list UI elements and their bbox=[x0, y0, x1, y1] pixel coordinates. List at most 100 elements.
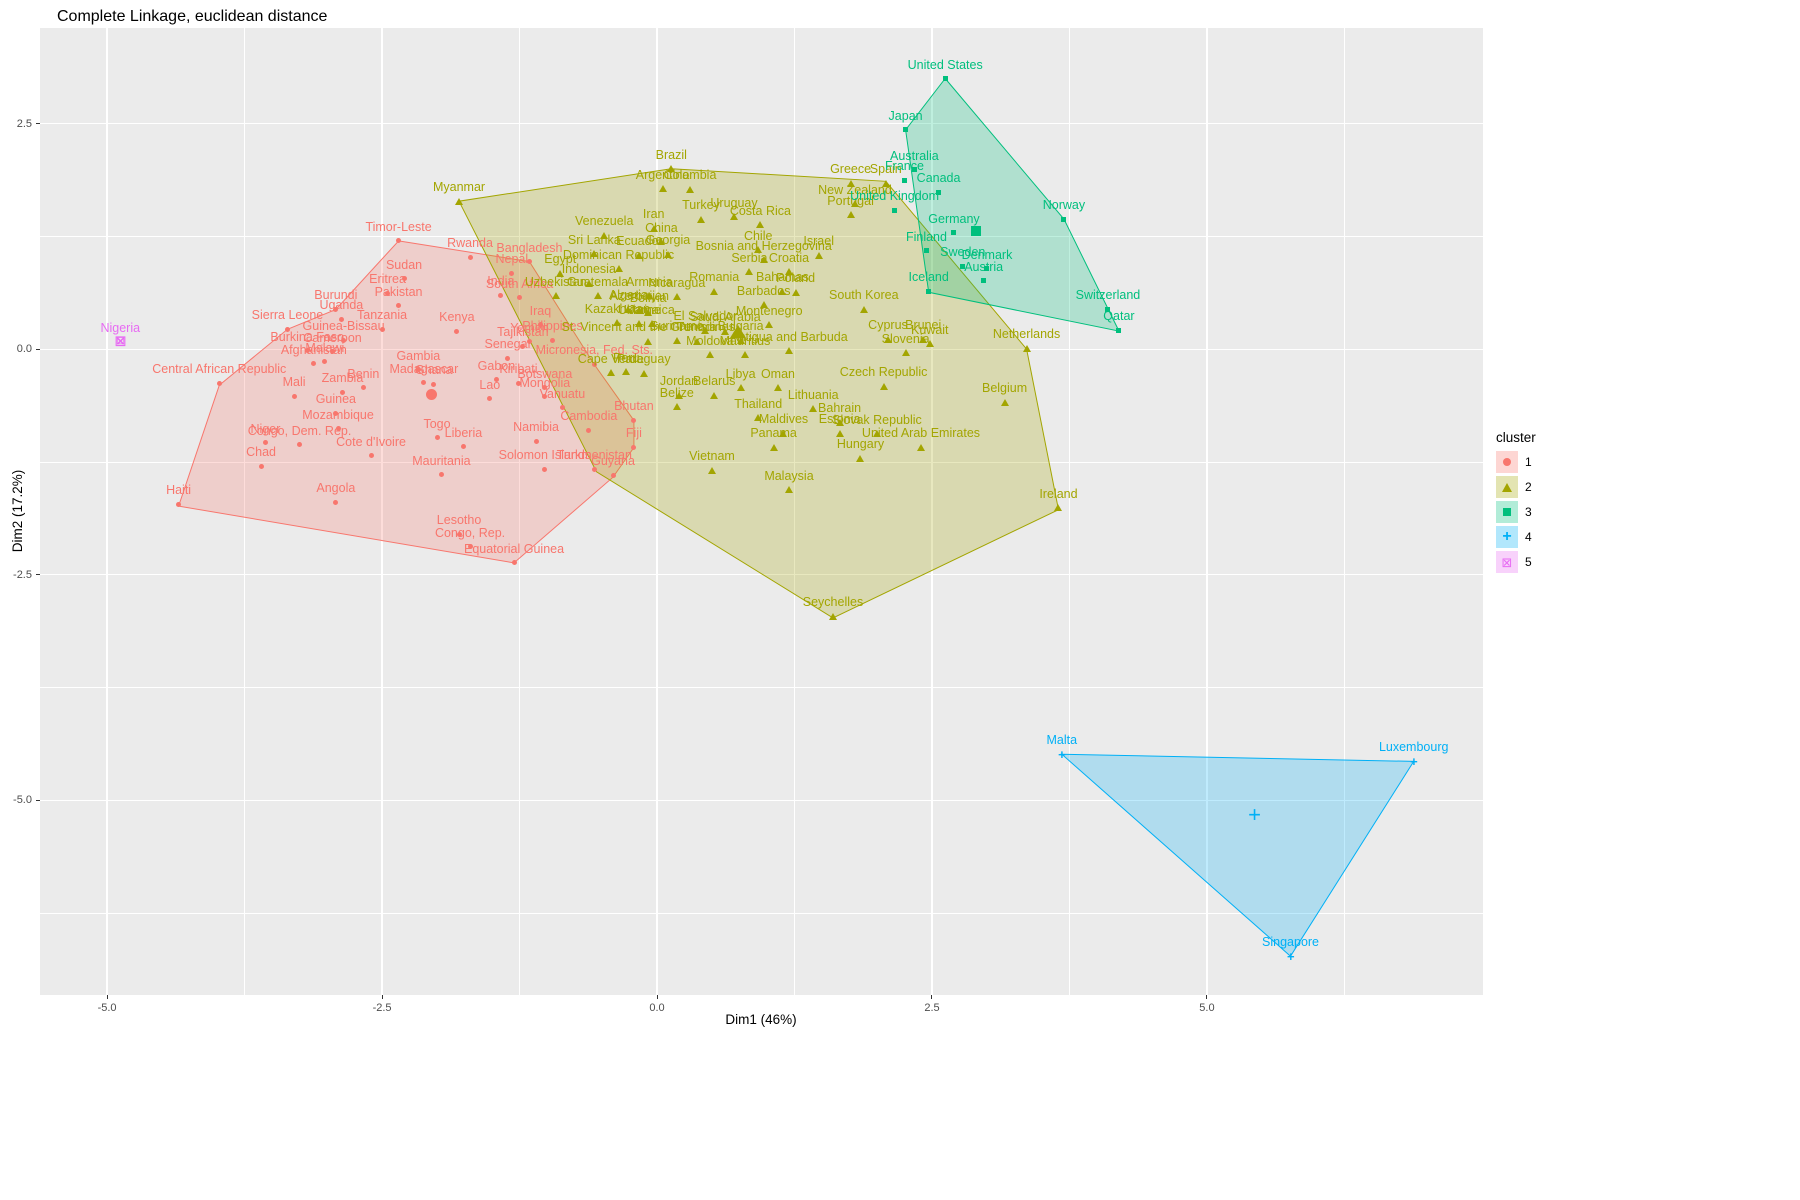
country-label: Malawi bbox=[305, 340, 345, 355]
country-label: Angola bbox=[316, 481, 356, 496]
country-label: Mali bbox=[282, 374, 306, 389]
data-point bbox=[284, 326, 290, 332]
data-point bbox=[322, 359, 328, 365]
legend-item-3: 3 bbox=[1496, 501, 1536, 523]
data-point bbox=[1116, 327, 1122, 333]
data-point bbox=[778, 287, 787, 295]
gridline-minor-h bbox=[40, 912, 1483, 914]
data-point bbox=[291, 393, 297, 399]
country-label: Tajikistan bbox=[497, 325, 549, 340]
plot-title: Complete Linkage, euclidean distance bbox=[57, 8, 328, 25]
data-point bbox=[903, 127, 909, 133]
country-label: Nepal bbox=[495, 252, 529, 267]
y-tick-mark bbox=[36, 123, 40, 125]
country-label: Congo, Dem. Rep. bbox=[247, 423, 352, 438]
y-tick-label: 0.0 bbox=[16, 343, 32, 356]
country-label: Turkmenistan bbox=[556, 447, 632, 462]
data-point bbox=[556, 269, 565, 277]
data-point bbox=[421, 380, 427, 385]
data-point bbox=[550, 337, 556, 343]
data-point bbox=[850, 200, 859, 208]
y-tick-mark bbox=[36, 348, 40, 350]
country-label: Ecuador bbox=[616, 234, 663, 249]
gridline-major-h bbox=[40, 574, 1483, 576]
country-label: Vietnam bbox=[689, 448, 735, 463]
country-label: South Africa bbox=[485, 276, 554, 291]
data-point bbox=[584, 279, 593, 287]
data-point bbox=[434, 435, 440, 441]
data-point bbox=[467, 544, 473, 550]
x-axis-title: Dim1 (46%) bbox=[725, 1012, 797, 1027]
data-point bbox=[705, 351, 714, 359]
country-label: Greece bbox=[830, 161, 872, 176]
data-point bbox=[526, 259, 532, 265]
country-label: Armenia bbox=[626, 274, 673, 289]
data-point bbox=[644, 308, 653, 316]
country-label: Slovak Republic bbox=[832, 412, 922, 427]
data-point bbox=[856, 454, 865, 462]
country-label: Libya bbox=[725, 366, 756, 381]
country-label: Azerbaijan bbox=[609, 289, 669, 304]
country-label: El Salvador bbox=[673, 308, 738, 323]
plot-panel: Timor-Leste Rwanda Sudan Eritrea Pakistan Bur… bbox=[40, 28, 1483, 995]
country-label: Togo bbox=[423, 416, 451, 431]
data-point bbox=[517, 295, 523, 301]
data-point bbox=[701, 326, 710, 334]
x-tick-label: 2.5 bbox=[924, 1002, 940, 1014]
gridline-major-v bbox=[931, 28, 933, 995]
country-label: Jamaica bbox=[628, 302, 675, 317]
country-label: Sweden bbox=[940, 244, 986, 259]
data-point bbox=[610, 472, 616, 478]
country-label: Tunisia bbox=[676, 319, 717, 334]
data-point bbox=[736, 384, 745, 392]
country-label: Colombia bbox=[663, 168, 717, 183]
country-label: Bosnia and Herzegovina bbox=[695, 238, 832, 253]
country-label: Canada bbox=[916, 170, 961, 185]
data-point bbox=[639, 369, 648, 377]
data-point bbox=[537, 322, 543, 328]
country-label: Cameroon bbox=[303, 330, 362, 345]
gridline-minor-v bbox=[1069, 28, 1070, 995]
gridline-major-v bbox=[106, 28, 108, 995]
data-point bbox=[542, 385, 548, 391]
gridline-minor-h bbox=[40, 236, 1483, 237]
data-point bbox=[754, 414, 763, 422]
country-label: Germany bbox=[928, 211, 980, 226]
country-label: Belgium bbox=[981, 381, 1028, 396]
data-point bbox=[779, 429, 788, 437]
data-point bbox=[590, 250, 599, 257]
data-point bbox=[644, 337, 653, 345]
data-point bbox=[773, 384, 782, 392]
data-point bbox=[835, 418, 844, 426]
data-point bbox=[456, 531, 462, 537]
country-label: Finland bbox=[905, 229, 947, 244]
country-label: India bbox=[487, 273, 515, 288]
data-point bbox=[533, 438, 539, 444]
country-label: Iraq bbox=[529, 303, 552, 318]
country-label: Paraguay bbox=[617, 352, 671, 367]
data-point bbox=[879, 382, 888, 390]
country-label: Brazil bbox=[655, 147, 687, 162]
data-point bbox=[736, 336, 745, 344]
data-point bbox=[401, 276, 407, 282]
data-point bbox=[338, 316, 344, 322]
country-label: Spain bbox=[869, 161, 902, 176]
legend-label-5: 5 bbox=[1525, 555, 1532, 569]
x-tick-mark bbox=[106, 995, 108, 999]
legend-key-1 bbox=[1496, 451, 1518, 473]
data-point bbox=[960, 263, 966, 269]
data-point bbox=[341, 337, 347, 343]
country-label: Tanzania bbox=[357, 308, 408, 323]
legend-glyph-square bbox=[1503, 508, 1511, 516]
data-point bbox=[455, 197, 464, 205]
x-tick-label: -2.5 bbox=[372, 1002, 392, 1014]
legend-item-2: 2 bbox=[1496, 476, 1536, 498]
country-label: Romania bbox=[689, 270, 740, 285]
data-point bbox=[330, 349, 336, 355]
country-label: Namibia bbox=[513, 419, 559, 434]
data-point bbox=[415, 367, 421, 373]
data-point bbox=[916, 443, 925, 451]
country-label: Suriname bbox=[650, 318, 704, 333]
country-label: Sri Lanka bbox=[567, 232, 621, 247]
country-label: Gambia bbox=[396, 348, 441, 363]
